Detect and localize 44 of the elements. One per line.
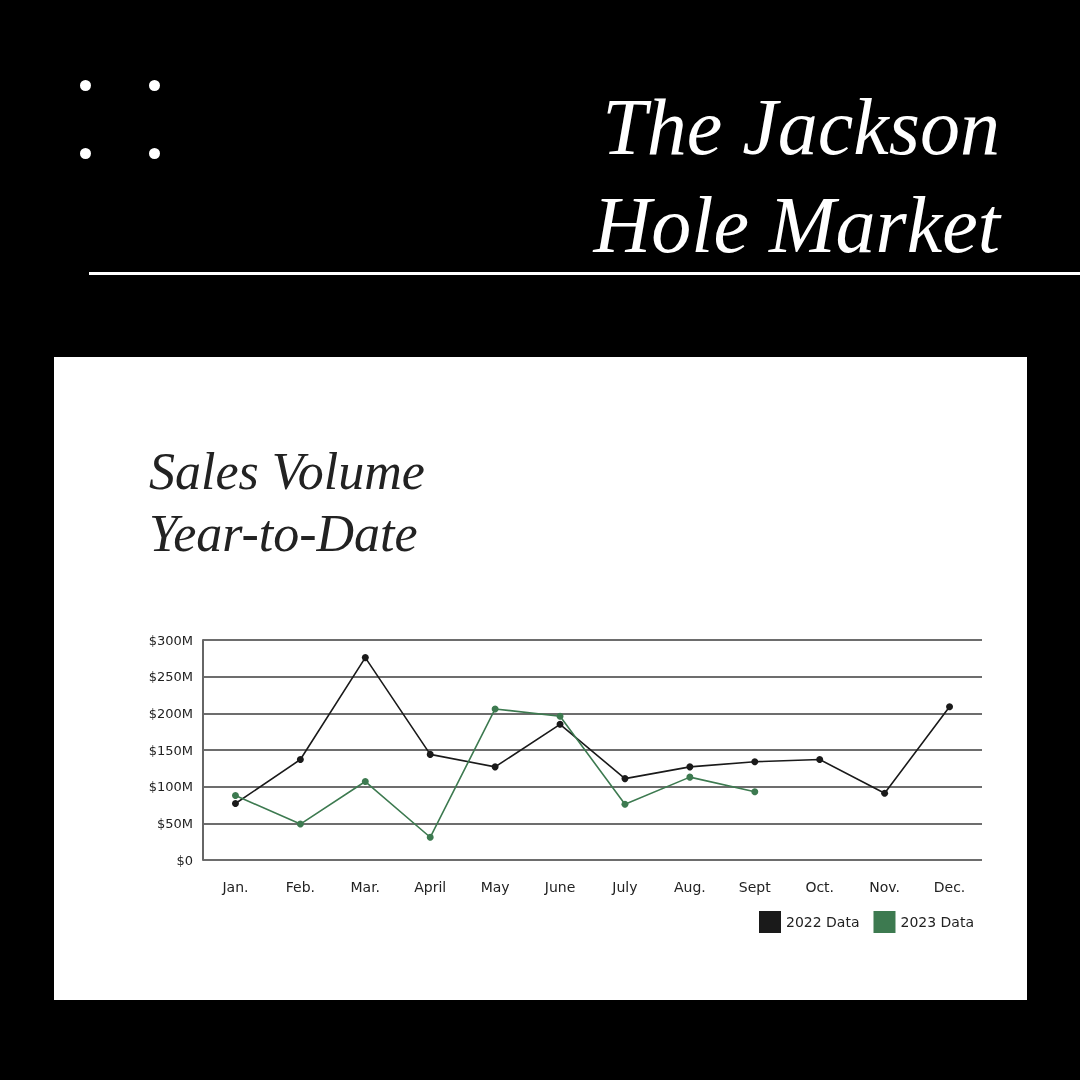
x-tick-label: Dec. xyxy=(933,879,966,895)
chart-title: The Jackson Hole Market xyxy=(591,82,1000,271)
point xyxy=(361,654,369,662)
point xyxy=(946,703,954,711)
x-tick-label: Aug. xyxy=(673,879,706,895)
point xyxy=(686,773,694,781)
point xyxy=(231,800,239,808)
x-tick-label: Mar. xyxy=(350,879,381,895)
point xyxy=(296,820,304,828)
y-tick-label: $200M xyxy=(148,705,193,721)
point xyxy=(881,789,889,797)
x-tick-label: May xyxy=(480,879,510,895)
x-tick-label: July xyxy=(611,879,638,895)
y-tick-label: $250M xyxy=(148,669,193,685)
point xyxy=(556,712,564,720)
point xyxy=(816,756,824,764)
point xyxy=(686,763,694,771)
y-tick-label: $50M xyxy=(156,815,193,831)
legend-label: 2023 Data xyxy=(900,914,975,930)
point xyxy=(231,791,239,799)
x-tick-label: Feb. xyxy=(285,879,315,895)
x-tick-label: Oct. xyxy=(805,879,835,895)
y-tick-label: $150M xyxy=(148,742,193,758)
point xyxy=(491,763,499,771)
point xyxy=(361,778,369,786)
x-tick-label: June xyxy=(543,879,576,895)
y-tick-label: $0 xyxy=(176,852,193,868)
point xyxy=(426,833,434,841)
point xyxy=(491,705,499,713)
y-tick-label: $300M xyxy=(148,632,193,648)
point xyxy=(556,720,564,728)
point xyxy=(621,775,629,783)
x-tick-label: Nov. xyxy=(869,879,900,895)
y-tick-label: $100M xyxy=(148,779,193,795)
point xyxy=(621,800,629,808)
point xyxy=(296,756,304,764)
x-tick-label: Jan. xyxy=(221,879,249,895)
x-tick-label: April xyxy=(414,879,447,895)
legend-label: 2022 Data xyxy=(785,914,860,930)
chart-subtitle: Sales Volume Year-to-Date xyxy=(149,442,438,562)
x-tick-label: Sept xyxy=(738,879,772,895)
point xyxy=(751,758,759,766)
point xyxy=(751,788,759,796)
point xyxy=(426,750,434,758)
